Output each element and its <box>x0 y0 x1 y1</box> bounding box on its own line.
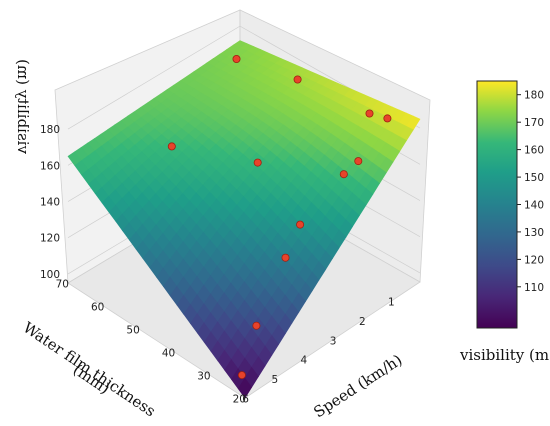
y-axis-title: Speed (km/h) <box>310 351 405 422</box>
z-tick-label: 120 <box>40 233 60 245</box>
x-axis-ticks: 1 2 3 4 5 6 <box>242 297 394 406</box>
scatter-point <box>237 371 246 380</box>
z-tick-label: 180 <box>40 124 60 136</box>
colorbar-ticks: 110 120 130 140 150 160 170 180 <box>517 90 544 294</box>
z-axis-ticks: 100 120 140 160 180 <box>40 124 60 281</box>
colorbar-tick-label: 150 <box>524 172 544 184</box>
x-tick-label: 2 <box>359 316 366 328</box>
x-tick-label: 6 <box>242 393 249 405</box>
colorbar-tick-label: 120 <box>524 254 544 266</box>
x-tick-label: 5 <box>271 374 278 386</box>
scatter-point <box>383 114 392 123</box>
y-axis-ticks: 20 30 40 50 60 70 <box>56 279 246 406</box>
scatter-point <box>339 170 348 179</box>
x-tick-label: 1 <box>388 297 395 309</box>
y-tick-label: 20 <box>233 394 246 406</box>
scatter-point <box>365 109 374 118</box>
z-tick-label: 160 <box>40 160 60 172</box>
colorbar-tick-label: 110 <box>524 282 544 294</box>
x-tick-label: 3 <box>330 335 337 347</box>
colorbar-tick-label: 130 <box>524 227 544 239</box>
x-tick-label: 4 <box>301 355 308 367</box>
colorbar-tick-label: 160 <box>524 145 544 157</box>
scatter-point <box>167 142 176 151</box>
y-tick-label: 40 <box>162 348 175 360</box>
colorbar <box>476 80 518 329</box>
surface-patch <box>237 377 253 399</box>
scatter-point <box>296 220 305 229</box>
colorbar-tick-label: 180 <box>524 90 544 102</box>
y-tick-label: 70 <box>56 279 69 291</box>
scatter-points <box>167 55 392 380</box>
y-tick-label: 50 <box>126 325 139 337</box>
z-tick-label: 140 <box>40 197 60 209</box>
scatter-point <box>232 55 241 64</box>
z-axis-title: visibility (m) <box>14 59 32 155</box>
y-tick-label: 30 <box>197 371 210 383</box>
scatter-point <box>281 253 290 262</box>
colorbar-tick-label: 140 <box>524 200 544 212</box>
colorbar-tick-label: 170 <box>524 117 544 129</box>
scatter-point <box>253 158 262 167</box>
colorbar-title: visibility (m) <box>459 346 550 364</box>
z-tick-label: 100 <box>40 269 60 281</box>
scatter-point <box>293 75 302 84</box>
scatter-point <box>354 157 363 166</box>
y-tick-label: 60 <box>91 302 104 314</box>
scatter-point <box>252 321 261 330</box>
